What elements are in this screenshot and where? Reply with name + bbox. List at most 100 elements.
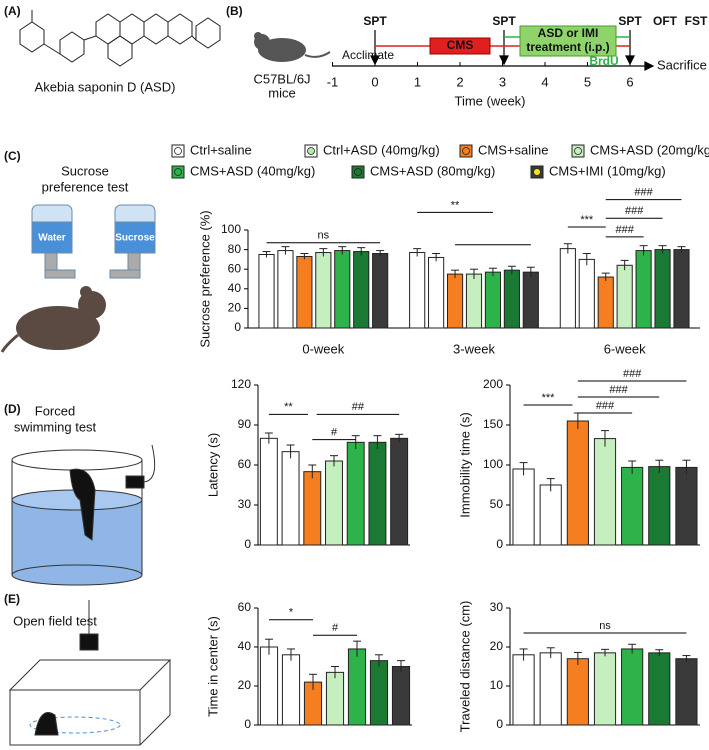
bottle-illustration <box>109 269 141 279</box>
bar <box>484 271 502 329</box>
y-tick-label: 40 <box>238 639 252 653</box>
error-bar <box>628 460 637 474</box>
bar <box>648 652 671 726</box>
significance-label: # <box>331 427 338 439</box>
error-bar <box>470 268 478 279</box>
legend-entry: CMS+saline <box>459 142 548 158</box>
bar <box>446 273 464 329</box>
bar <box>346 441 365 546</box>
legend-entry: CMS+IMI (10mg/kg) <box>530 163 666 179</box>
y-tick-label: 60 <box>238 457 252 471</box>
y-tick-label: 90 <box>238 417 252 431</box>
legend-label: CMS+saline <box>478 142 548 157</box>
cylinder-illustration <box>12 500 142 575</box>
error-bar <box>519 462 528 476</box>
y-tick-label: 50 <box>490 497 504 511</box>
bottle-label: Sucrose <box>115 233 155 244</box>
y-tick-label: 10 <box>490 678 504 692</box>
significance-bracket: ### <box>577 368 687 382</box>
error-bar <box>331 666 339 679</box>
bar <box>281 654 301 726</box>
error-bar <box>375 654 383 667</box>
timeline-tick-label: -1 <box>327 74 339 89</box>
bar <box>566 420 589 546</box>
significance-bracket: ns <box>266 230 381 244</box>
test-title: Sucrose <box>61 163 109 178</box>
error-bar <box>265 638 273 655</box>
y-tick-label: 0 <box>244 717 251 731</box>
timeline-xlabel: Time (week) <box>454 93 525 108</box>
chemical-structure <box>95 13 121 45</box>
significance-label: *** <box>542 392 556 404</box>
x-tick-label: 3-week <box>453 341 495 356</box>
error-bar <box>373 435 382 449</box>
chemical-structure <box>195 17 221 49</box>
timeline-tick-label: 1 <box>414 74 421 89</box>
error-bar <box>601 648 609 657</box>
error-bar <box>432 253 441 262</box>
y-tick-label: 30 <box>238 497 252 511</box>
timeline-tick-label: 3 <box>499 74 506 89</box>
timeline-axis <box>332 61 655 71</box>
bar <box>368 441 387 546</box>
bar <box>325 671 345 726</box>
error-bar <box>338 246 347 255</box>
bar <box>369 660 389 726</box>
significance-bracket: ns <box>523 620 687 634</box>
bottle-label: Water <box>38 233 66 244</box>
y-tick-label: 40 <box>228 281 242 295</box>
y-tick-label: 20 <box>228 301 242 315</box>
bar <box>409 252 426 329</box>
bar <box>648 466 671 546</box>
error-bar <box>620 259 629 271</box>
spt-arrows <box>625 55 635 66</box>
rat-illustration <box>0 286 106 353</box>
significance-bracket: ### <box>605 205 663 219</box>
legend-marker <box>462 147 470 155</box>
bottle-illustration <box>31 204 156 279</box>
cylinder-illustration <box>125 475 145 489</box>
bar <box>675 466 698 546</box>
significance-label: ## <box>352 401 365 413</box>
bar <box>522 271 539 329</box>
bar <box>334 250 351 329</box>
rat-illustration <box>16 306 100 350</box>
significance-label: # <box>332 622 339 634</box>
significance-bracket: ### <box>577 400 633 414</box>
error-bar <box>353 640 361 657</box>
bar <box>621 466 644 546</box>
y-tick-label: 0 <box>244 537 251 551</box>
bar-chart: 0 20 40 60 Time in center (s) * # <box>205 600 412 731</box>
spt-label: SPT <box>363 14 387 28</box>
timeline-tick-label: 2 <box>456 74 463 89</box>
bar <box>325 460 343 546</box>
legend-entry: Ctrl+ASD (40mg/kg) <box>304 142 440 158</box>
y-axis-label: Sucrose preference (%) <box>197 210 212 347</box>
bar <box>347 648 367 726</box>
bar-chart: 0 10 20 30 Traveled distance (cm) ns <box>457 600 700 732</box>
significance-label: ** <box>451 199 460 211</box>
significance-bracket: ### <box>577 384 660 398</box>
error-bar <box>526 266 535 278</box>
legend-label: CMS+IMI (10mg/kg) <box>549 163 666 178</box>
chemical-structure <box>19 10 221 67</box>
mouse-illustration <box>254 32 331 62</box>
spt-label: SPT <box>492 14 516 28</box>
chemical-structure <box>83 35 97 41</box>
significance-label: ns <box>318 230 330 242</box>
error-bar <box>563 243 572 254</box>
significance-label: ns <box>599 620 611 632</box>
y-tick-label: 80 <box>228 242 242 256</box>
test-title: swimming test <box>14 419 97 434</box>
error-bar <box>351 435 360 449</box>
chemical-structure <box>107 35 133 67</box>
significance-bracket: # <box>312 427 356 441</box>
y-tick-label: 60 <box>228 261 242 275</box>
bar <box>578 258 595 329</box>
cylinder-illustration <box>11 564 143 586</box>
legend-marker <box>174 168 182 176</box>
significance-bracket: ## <box>316 401 400 415</box>
chemical-structure <box>59 31 85 63</box>
